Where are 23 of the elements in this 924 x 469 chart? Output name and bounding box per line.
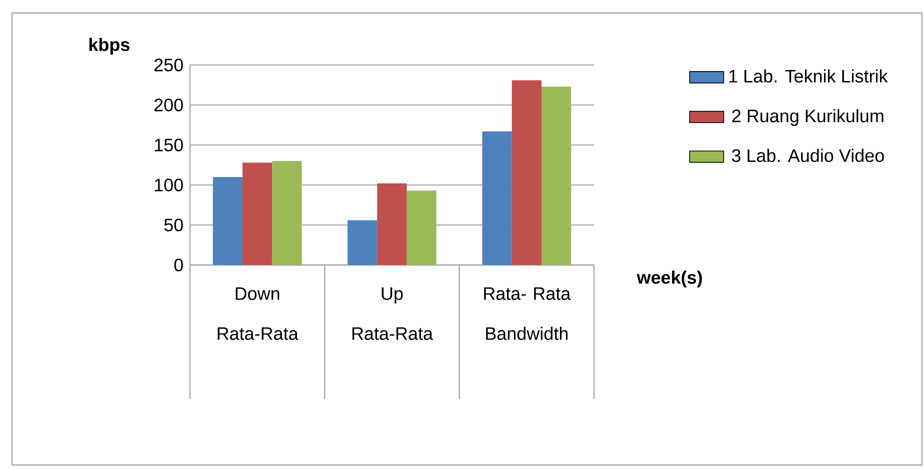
bar [541, 86, 572, 265]
y-tick-label: 150 [154, 138, 183, 152]
bar [512, 80, 542, 265]
bar [406, 190, 436, 265]
bar [482, 131, 512, 265]
bar [272, 161, 302, 265]
x-axis-title: week(s) [636, 270, 702, 288]
bar [348, 220, 378, 265]
category-label: Up Rata-Rata [352, 287, 434, 340]
bar [212, 177, 243, 265]
y-tick-label: 0 [174, 258, 183, 272]
bar [377, 183, 407, 265]
bar [242, 162, 272, 265]
category-label: Down Rata-Rata [218, 287, 298, 340]
y-axis-title: kbps [89, 38, 130, 55]
legend-label: 1 Lab. Teknik Listrik [729, 69, 888, 83]
legend-label: 3 Lab. Audio Video [732, 148, 884, 162]
legend-label: 2 Ruang Kurikulum [732, 109, 884, 126]
y-tick-label: 250 [154, 58, 183, 72]
y-tick-label: 100 [154, 178, 183, 192]
category-label: Rata- Rata Bandwidth [484, 287, 571, 340]
y-tick-label: 200 [154, 98, 183, 112]
y-tick-label: 50 [164, 218, 183, 232]
